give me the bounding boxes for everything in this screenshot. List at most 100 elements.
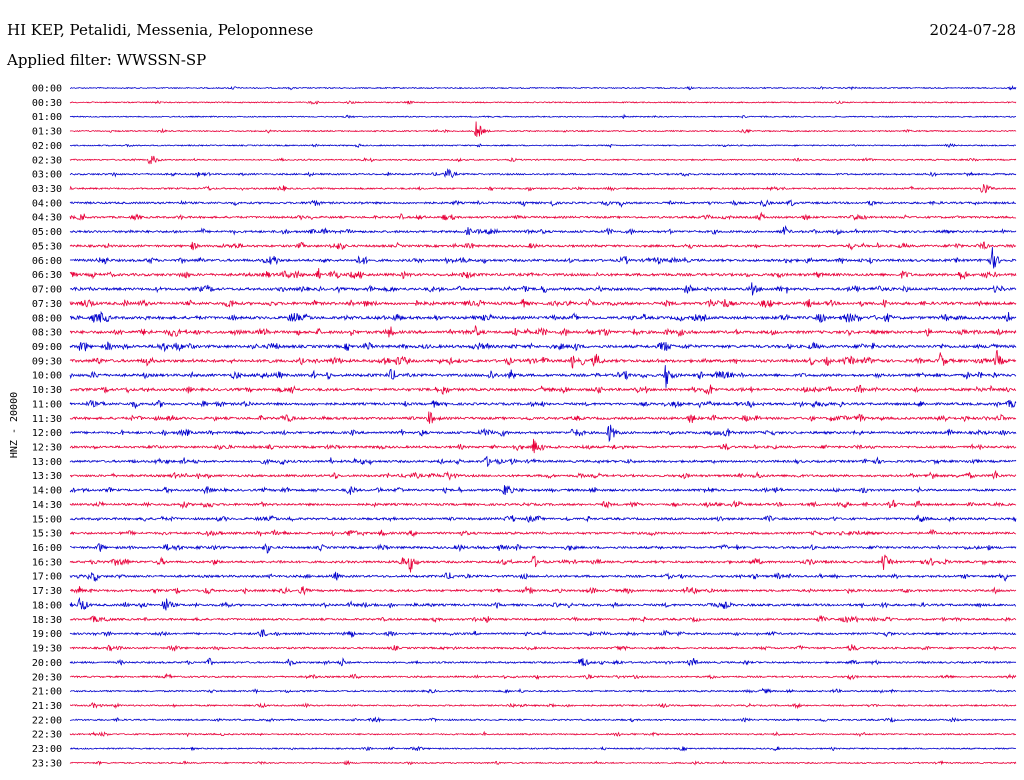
row-label-0000: 00:00 [32, 84, 62, 95]
trace-1800 [69, 596, 1017, 611]
trace-0930 [69, 349, 1017, 369]
filter-label: Applied filter: WWSSN-SP [7, 51, 207, 69]
row-label-0800: 08:00 [32, 313, 62, 324]
row-label-1800: 18:00 [32, 600, 62, 611]
trace-0400 [69, 199, 1017, 208]
trace-1430 [69, 499, 1017, 510]
row-label-1730: 17:30 [32, 586, 62, 597]
trace-0030 [69, 99, 1017, 106]
row-label-2130: 21:30 [32, 701, 62, 712]
row-label-0630: 06:30 [32, 270, 62, 281]
trace-1930 [69, 644, 1017, 652]
row-label-1230: 12:30 [32, 443, 62, 454]
row-label-1930: 19:30 [32, 644, 62, 655]
row-label-0500: 05:00 [32, 227, 62, 238]
row-label-1400: 14:00 [32, 486, 62, 497]
row-label-1000: 10:00 [32, 371, 62, 382]
channel-label: HNZ - 20000 [9, 392, 20, 458]
trace-0230 [69, 155, 1017, 165]
trace-1400 [69, 485, 1017, 496]
row-label-2000: 20:00 [32, 658, 62, 669]
trace-0730 [69, 298, 1017, 308]
trace-2030 [69, 673, 1017, 681]
row-label-0430: 04:30 [32, 213, 62, 224]
row-label-0730: 07:30 [32, 299, 62, 310]
row-label-group: 00:00 00:30 01:00 01:30 02:00 02:30 03:00 03:30… [32, 84, 62, 770]
row-label-0930: 09:30 [32, 356, 62, 367]
row-label-0600: 06:00 [32, 256, 62, 267]
trace-2200 [69, 716, 1017, 723]
row-label-0400: 04:00 [32, 198, 62, 209]
trace-0700 [69, 282, 1017, 296]
row-label-0030: 00:30 [32, 98, 62, 109]
trace-0500 [69, 225, 1017, 236]
row-label-0100: 01:00 [32, 112, 62, 123]
row-label-0530: 05:30 [32, 241, 62, 252]
trace-0800 [69, 310, 1017, 324]
trace-1530 [69, 528, 1017, 538]
station-title: HI KEP, Petalidi, Messenia, Peloponnese [7, 21, 314, 39]
date-label: 2024-07-28 [929, 21, 1016, 39]
trace-0630 [69, 267, 1017, 280]
trace-1000 [69, 365, 1017, 388]
trace-1230 [69, 438, 1017, 454]
trace-2330 [69, 759, 1017, 766]
row-label-0330: 03:30 [32, 184, 62, 195]
row-label-0830: 08:30 [32, 328, 62, 339]
trace-0330 [69, 184, 1017, 194]
row-label-1600: 16:00 [32, 543, 62, 554]
row-label-2230: 22:30 [32, 730, 62, 741]
trace-0600 [69, 247, 1017, 269]
trace-1900 [69, 629, 1017, 638]
row-label-1830: 18:30 [32, 615, 62, 626]
trace-0300 [69, 168, 1017, 179]
trace-1100 [69, 399, 1017, 410]
trace-2000 [69, 657, 1017, 667]
row-label-1130: 11:30 [32, 414, 62, 425]
row-label-1200: 12:00 [32, 428, 62, 439]
row-label-1530: 15:30 [32, 529, 62, 540]
trace-1130 [69, 411, 1017, 424]
row-label-0200: 02:00 [32, 141, 62, 152]
trace-0130 [69, 121, 1017, 137]
row-label-1300: 13:00 [32, 457, 62, 468]
trace-1830 [69, 614, 1017, 624]
trace-0430 [69, 211, 1017, 221]
row-label-0900: 09:00 [32, 342, 62, 353]
trace-0830 [69, 325, 1017, 338]
trace-0100 [69, 113, 1017, 120]
row-label-1700: 17:00 [32, 572, 62, 583]
row-label-1100: 11:00 [32, 399, 62, 410]
row-label-2100: 21:00 [32, 687, 62, 698]
trace-2100 [69, 687, 1017, 695]
trace-2230 [69, 730, 1017, 738]
trace-0000 [70, 85, 1017, 91]
trace-0200 [69, 142, 1017, 149]
trace-0530 [69, 241, 1017, 251]
row-label-2300: 23:00 [32, 744, 62, 755]
trace-1500 [69, 514, 1017, 523]
trace-1630 [69, 554, 1017, 573]
row-label-1430: 14:30 [32, 500, 62, 511]
trace-1030 [69, 384, 1017, 396]
trace-2300 [70, 745, 1017, 752]
row-label-1030: 10:30 [32, 385, 62, 396]
trace-1600 [70, 542, 1017, 554]
trace-1730 [70, 585, 1017, 596]
trace-0900 [69, 341, 1017, 353]
trace-1300 [69, 455, 1017, 467]
row-label-1630: 16:30 [32, 557, 62, 568]
trace-group [69, 85, 1017, 766]
row-label-0230: 02:30 [32, 155, 62, 166]
row-label-1900: 19:00 [32, 629, 62, 640]
trace-1700 [69, 571, 1017, 583]
row-label-0700: 07:00 [32, 285, 62, 296]
row-label-2030: 20:30 [32, 672, 62, 683]
row-label-0130: 01:30 [32, 127, 62, 138]
row-label-2200: 22:00 [32, 715, 62, 726]
row-label-1500: 15:00 [32, 514, 62, 525]
trace-1200 [70, 424, 1017, 443]
trace-2130 [69, 702, 1017, 710]
trace-1330 [69, 469, 1017, 481]
